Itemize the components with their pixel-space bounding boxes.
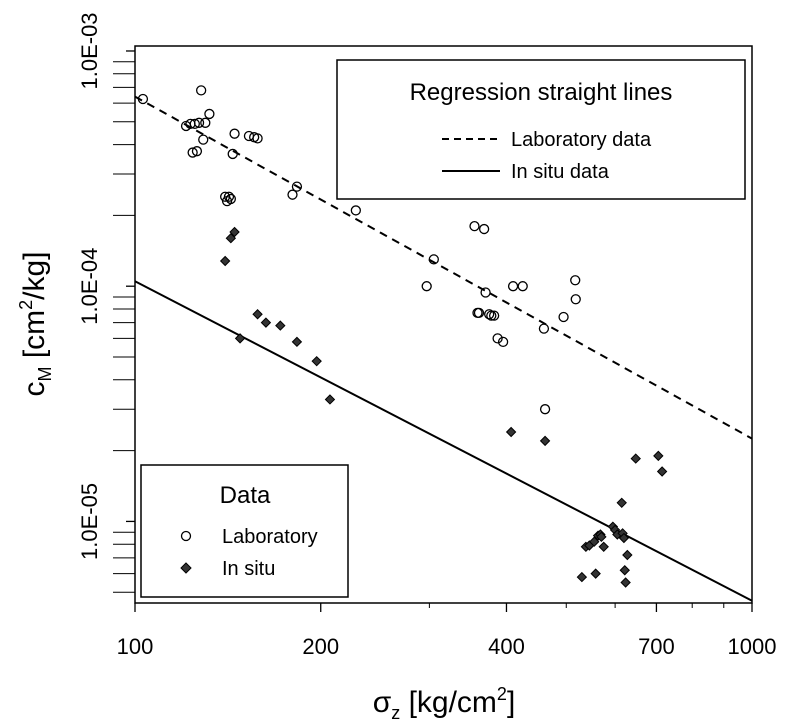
in-situ-point (590, 568, 601, 579)
legend-diamond-marker (180, 562, 192, 574)
x-ticks: 100 200 400 700 1000 (117, 603, 777, 659)
y-ticks: 1.0E-05 1.0E-04 1.0E-03 (77, 12, 135, 560)
laboratory-point (469, 221, 480, 232)
in-situ-point (598, 541, 609, 553)
laboratory-point (200, 117, 211, 128)
in-situ-point (589, 536, 600, 547)
regression-line-in-situ (134, 280, 753, 602)
laboratory-point (204, 108, 215, 120)
in-situ-point (653, 450, 664, 462)
legend-entry-laboratory-data: Laboratory data (511, 129, 652, 151)
laboratory-point (195, 85, 207, 96)
in-situ-point (234, 333, 246, 344)
in-situ-point (505, 426, 517, 438)
x-tick-label: 100 (117, 634, 154, 659)
laboratory-point (570, 275, 581, 286)
laboratory-point (225, 193, 236, 205)
in-situ-point (539, 435, 551, 447)
laboratory-point (421, 281, 432, 292)
in-situ-point (576, 571, 588, 583)
laboratory-point (193, 117, 205, 128)
in-situ-point (620, 577, 631, 588)
in-situ-point (596, 531, 607, 543)
in-situ-point (619, 565, 630, 576)
legend-data-box (140, 464, 349, 598)
x-tick-label: 1000 (728, 634, 777, 659)
laboratory-point (488, 310, 500, 321)
in-situ-point (275, 320, 286, 331)
plot-frame (134, 45, 753, 604)
legend-entry-laboratory: Laboratory (222, 526, 318, 548)
in-situ-point (311, 355, 322, 367)
laboratory-point (198, 134, 209, 145)
in-situ-point (616, 497, 627, 509)
in-situ-point (618, 532, 630, 544)
laboratory-point (428, 254, 439, 265)
in-situ-point (252, 309, 263, 320)
in-situ-point (219, 255, 231, 267)
data-points (137, 85, 668, 588)
laboratory-point (538, 323, 550, 334)
laboratory-point (350, 205, 361, 216)
laboratory-point (227, 148, 238, 160)
laboratory-point (570, 294, 581, 305)
legend-circle-marker (180, 530, 192, 542)
laboratory-point (539, 404, 551, 415)
laboratory-point (497, 336, 509, 348)
laboratory-point (187, 147, 198, 158)
legend-entry-in-situ-data: In situ data (511, 161, 610, 183)
minor-y-ticks (113, 61, 725, 608)
laboratory-point (287, 189, 298, 200)
x-tick-label: 200 (302, 634, 339, 659)
y-tick-label: 1.0E-04 (77, 248, 102, 325)
laboratory-point (252, 133, 263, 144)
laboratory-point (486, 310, 497, 321)
laboratory-point (484, 309, 495, 320)
x-tick-label: 400 (488, 634, 525, 659)
laboratory-point (480, 287, 491, 298)
laboratory-point (291, 181, 303, 192)
laboratory-point (517, 281, 528, 292)
legend-regression-title: Regression straight lines (410, 79, 673, 106)
laboratory-point (507, 281, 519, 292)
laboratory-point (223, 191, 235, 202)
in-situ-point (229, 226, 240, 238)
legend-entry-in-situ: In situ (222, 558, 275, 580)
laboratory-point (478, 223, 490, 235)
in-situ-point (324, 394, 336, 405)
y-axis-title: cM [cm2/kg] (16, 251, 55, 396)
laboratory-point (492, 333, 503, 344)
x-axis-title: σz [kg/cm2] (373, 684, 516, 723)
y-tick-label: 1.0E-05 (77, 483, 102, 560)
in-situ-point (622, 549, 633, 561)
laboratory-point (189, 118, 200, 130)
in-situ-point (291, 336, 303, 348)
laboratory-point (191, 146, 203, 157)
in-situ-point (225, 232, 237, 244)
y-tick-label: 1.0E-03 (77, 12, 102, 89)
legend-regression: Regression straight lines Laboratory dat… (336, 59, 746, 200)
legend-data: Data Laboratory In situ (140, 464, 349, 598)
in-situ-point (656, 466, 668, 477)
laboratory-point (229, 128, 240, 139)
laboratory-point (473, 307, 485, 319)
legend-regression-box (336, 59, 746, 200)
in-situ-point (260, 317, 272, 328)
legend-data-title: Data (220, 482, 271, 509)
in-situ-point (630, 453, 641, 464)
laboratory-point (137, 93, 149, 105)
laboratory-point (558, 311, 569, 323)
x-tick-label: 700 (638, 634, 675, 659)
